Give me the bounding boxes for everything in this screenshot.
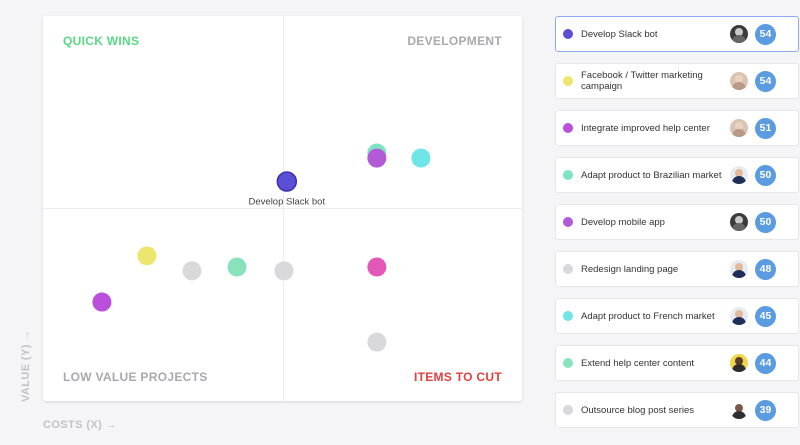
priority-matrix: QUICK WINS DEVELOPMENT LOW VALUE PROJECT…	[43, 16, 522, 401]
color-dot-icon	[563, 123, 573, 133]
avatar	[730, 354, 748, 372]
avatar	[730, 166, 748, 184]
avatar	[730, 401, 748, 419]
scatter-point[interactable]	[92, 292, 112, 312]
list-item-label: Develop Slack bot	[581, 28, 658, 40]
list-item[interactable]: Adapt product to Brazilian market 50	[555, 157, 799, 193]
list-item-label: Redesign landing page	[581, 263, 679, 275]
score-badge: 45	[755, 305, 776, 327]
score-badge: 54	[755, 70, 776, 92]
scatter-point[interactable]	[367, 257, 387, 277]
horizontal-divider	[43, 208, 522, 209]
avatar	[730, 72, 748, 90]
list-item[interactable]: Integrate improved help center 51	[555, 110, 799, 146]
list-item-label: Outsource blog post series	[581, 404, 695, 416]
color-dot-icon	[563, 76, 573, 86]
list-item[interactable]: Redesign landing page 48	[555, 251, 799, 287]
avatar	[730, 213, 748, 231]
list-item[interactable]: Develop mobile app 50	[555, 204, 799, 240]
list-item-label: Adapt product to French market	[581, 310, 715, 322]
list-item[interactable]: Extend help center content 44	[555, 345, 799, 381]
point-label: Develop Slack bot	[249, 197, 326, 208]
scatter-point[interactable]	[227, 257, 247, 277]
avatar	[730, 260, 748, 278]
avatar	[730, 307, 748, 325]
quadrant-label-items-to-cut: ITEMS TO CUT	[413, 370, 502, 384]
color-dot-icon	[563, 217, 573, 227]
quadrant-label-quick-wins: QUICK WINS	[63, 34, 140, 48]
scatter-point[interactable]	[276, 171, 298, 192]
color-dot-icon	[563, 264, 573, 274]
list-item[interactable]: Adapt product to French market 45	[555, 298, 799, 334]
list-item[interactable]: Facebook / Twitter marketing campaign 54	[555, 63, 799, 99]
score-badge: 54	[755, 23, 776, 45]
scatter-point[interactable]	[367, 148, 387, 168]
score-badge: 50	[755, 164, 776, 186]
color-dot-icon	[563, 170, 573, 180]
list-item-label: Adapt product to Brazilian market	[581, 169, 722, 181]
list-item-label: Extend help center content	[581, 357, 695, 369]
y-axis-label: VALUE (Y) →	[20, 329, 32, 402]
list-item[interactable]: Outsource blog post series 39	[555, 392, 799, 428]
color-dot-icon	[563, 29, 573, 39]
color-dot-icon	[563, 405, 573, 415]
list-item-label: Integrate improved help center	[581, 122, 710, 134]
list-item-label: Facebook / Twitter marketing campaign	[581, 70, 703, 92]
avatar	[730, 25, 748, 43]
score-badge: 44	[755, 352, 776, 374]
scatter-point[interactable]	[274, 261, 294, 281]
score-badge: 39	[755, 399, 776, 421]
score-badge: 51	[755, 117, 776, 139]
item-list: Develop Slack bot 54 Facebook / Twitter ma…	[555, 16, 799, 439]
scatter-point[interactable]	[411, 148, 431, 168]
scatter-point[interactable]	[367, 332, 387, 352]
score-badge: 50	[755, 211, 776, 233]
scatter-point[interactable]	[182, 261, 202, 281]
color-dot-icon	[563, 311, 573, 321]
score-badge: 48	[755, 258, 776, 280]
avatar	[730, 119, 748, 137]
list-item-label: Develop mobile app	[581, 216, 665, 228]
scatter-plot: Develop Slack bot	[92, 143, 431, 352]
quadrant-label-development: DEVELOPMENT	[407, 34, 502, 48]
x-axis-label: COSTS (X) →	[43, 419, 118, 431]
quadrant-label-low-value: LOW VALUE PROJECTS	[63, 370, 208, 384]
scatter-point[interactable]	[137, 246, 157, 266]
color-dot-icon	[563, 358, 573, 368]
list-item[interactable]: Develop Slack bot 54	[555, 16, 799, 52]
